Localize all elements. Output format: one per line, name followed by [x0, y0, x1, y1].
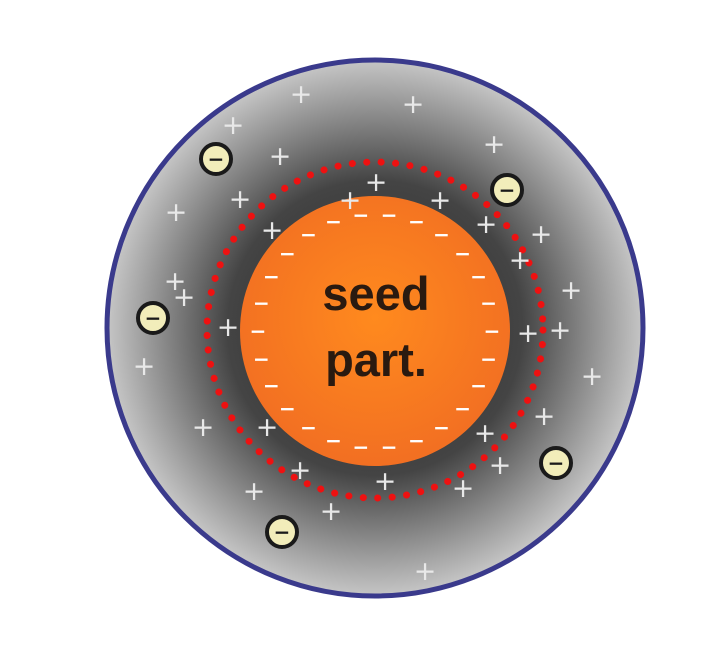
- minus-sign-icon: −: [279, 241, 296, 265]
- plus-sign-icon: +: [243, 476, 266, 507]
- minus-sign-icon: −: [470, 373, 487, 397]
- minus-sign-icon: −: [408, 210, 425, 234]
- plus-sign-icon: +: [290, 79, 313, 110]
- stern-layer-dotted-ring: [203, 158, 547, 502]
- minus-sign-icon: −: [263, 373, 280, 397]
- svg-text:−: −: [548, 451, 565, 475]
- minus-sign-icon: −: [484, 319, 501, 343]
- plus-sign-icon: +: [164, 266, 187, 297]
- minus-sign-icon: −: [253, 291, 270, 315]
- plus-sign-icon: +: [339, 185, 362, 216]
- plus-sign-icon: +: [256, 412, 279, 443]
- plus-sign-icon: +: [133, 351, 156, 382]
- minus-sign-icon: −: [300, 223, 317, 247]
- plus-sign-icon: +: [165, 197, 188, 228]
- seed-particle-core: [240, 196, 510, 466]
- negative-ion-icon: −: [136, 301, 170, 335]
- plus-sign-icon: +: [261, 215, 284, 246]
- plus-sign-icon: +: [560, 275, 583, 306]
- svg-text:−: −: [499, 178, 516, 202]
- seed-label-line2: part.: [325, 333, 427, 386]
- minus-sign-icon: −: [433, 415, 450, 439]
- minus-sign-icon: −: [381, 203, 398, 227]
- plus-sign-icon: +: [320, 496, 343, 527]
- minus-sign-icon: −: [300, 415, 317, 439]
- negative-counter-ions: −−−−−: [136, 142, 573, 549]
- plus-sign-icon: +: [475, 209, 498, 240]
- surface-negative-charges: −−−−−−−−−−−−−−−−−−− − − −−−−−: [250, 203, 501, 459]
- minus-sign-icon: −: [480, 347, 497, 371]
- plus-sign-icon: +: [217, 312, 240, 343]
- minus-sign-icon: −: [433, 223, 450, 247]
- plus-sign-icon: +: [192, 412, 215, 443]
- minus-sign-icon: −: [325, 428, 342, 452]
- minus-sign-icon: −: [253, 347, 270, 371]
- negative-ion-icon: −: [265, 515, 299, 549]
- plus-sign-icon: +: [509, 245, 532, 276]
- minus-sign-icon: −: [263, 265, 280, 289]
- plus-sign-icon: +: [402, 89, 425, 120]
- plus-sign-icon: +: [489, 450, 512, 481]
- plus-sign-icon: +: [483, 129, 506, 160]
- plus-sign-icon: +: [533, 401, 556, 432]
- plus-sign-icon: +: [452, 473, 475, 504]
- minus-sign-icon: −: [279, 397, 296, 421]
- minus-sign-icon: −: [353, 203, 370, 227]
- minus-sign-icon: −: [454, 241, 471, 265]
- negative-ion-icon: −: [490, 173, 524, 207]
- plus-sign-icon: +: [222, 110, 245, 141]
- plus-sign-icon: +: [365, 167, 388, 198]
- seed-label-line1: seed: [322, 267, 429, 320]
- plus-sign-icon: +: [414, 556, 437, 587]
- svg-text:−: −: [145, 306, 162, 330]
- plus-sign-icon: +: [173, 282, 196, 313]
- plus-sign-icon: +: [530, 219, 553, 250]
- minus-sign-icon: −: [454, 397, 471, 421]
- plus-sign-icon: +: [374, 466, 397, 497]
- plus-sign-icon: +: [581, 361, 604, 392]
- positive-ions: ++++++++++++++++++++++++++++++++++: [133, 79, 604, 587]
- minus-sign-icon: −: [470, 265, 487, 289]
- plus-sign-icon: +: [289, 455, 312, 486]
- minus-sign-icon: −: [480, 291, 497, 315]
- plus-sign-icon: +: [429, 185, 452, 216]
- plus-sign-icon: +: [269, 141, 292, 172]
- svg-text:−: −: [274, 520, 291, 544]
- plus-sign-icon: +: [474, 418, 497, 449]
- minus-sign-icon: −: [353, 435, 370, 459]
- negative-ion-icon: −: [539, 446, 573, 480]
- minus-sign-icon: −: [408, 428, 425, 452]
- minus-sign-icon: −: [381, 435, 398, 459]
- plus-sign-icon: +: [229, 184, 252, 215]
- negative-ion-icon: −: [199, 142, 233, 176]
- plus-sign-icon: +: [549, 315, 572, 346]
- minus-sign-icon: −: [250, 319, 267, 343]
- svg-text:−: −: [208, 147, 225, 171]
- plus-sign-icon: +: [517, 318, 540, 349]
- minus-sign-icon: −: [325, 210, 342, 234]
